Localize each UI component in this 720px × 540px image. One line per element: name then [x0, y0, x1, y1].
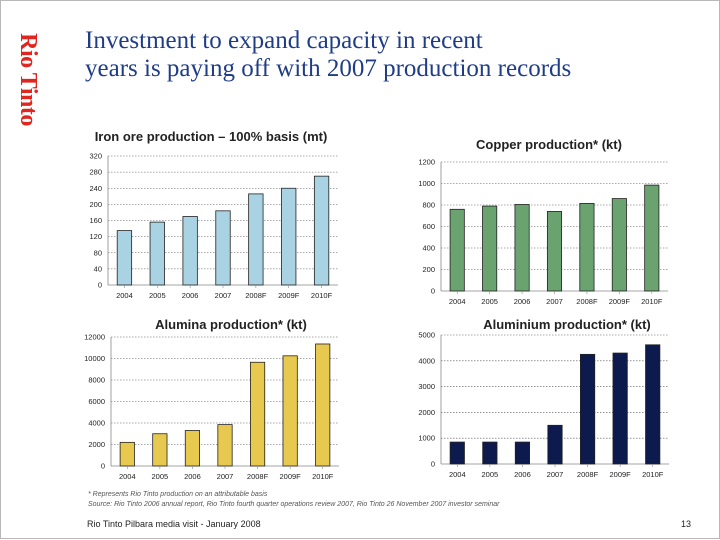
x-tick-label: 2010F [312, 472, 334, 481]
x-tick-label: 2004 [116, 291, 133, 300]
y-tick-label: 0 [101, 462, 105, 471]
x-tick-label: 2009F [278, 291, 300, 300]
x-tick-label: 2006 [184, 472, 201, 481]
x-tick-label: 2010F [641, 297, 663, 306]
chart-title: Aluminium production* (kt) [483, 317, 651, 332]
y-tick-label: 5000 [418, 331, 435, 340]
page-number: 13 [681, 519, 692, 529]
bar [482, 441, 498, 465]
y-tick-label: 320 [89, 152, 102, 161]
y-tick-label: 400 [422, 244, 435, 253]
title-line-2: years is paying off with 2007 production… [85, 55, 572, 82]
x-tick-label: 2005 [481, 297, 498, 306]
y-tick-label: 1000 [418, 434, 435, 443]
y-tick-label: 6000 [88, 397, 105, 406]
x-tick-label: 2006 [182, 291, 199, 300]
x-tick-label: 2005 [482, 470, 499, 479]
bar [547, 424, 563, 465]
y-tick-label: 3000 [418, 382, 435, 391]
x-tick-label: 2009F [610, 470, 632, 479]
x-tick-label: 2004 [119, 472, 136, 481]
y-tick-label: 800 [422, 201, 435, 210]
x-tick-label: 2010F [642, 470, 664, 479]
x-tick-label: 2008F [577, 470, 599, 479]
x-tick-label: 2005 [152, 472, 169, 481]
x-tick-label: 2010F [311, 291, 333, 300]
y-tick-label: 160 [89, 216, 102, 225]
x-tick-label: 2008F [576, 297, 598, 306]
y-tick-label: 0 [98, 281, 102, 290]
y-tick-label: 280 [89, 168, 102, 177]
chart-title: Iron ore production – 100% basis (mt) [95, 129, 328, 144]
y-tick-label: 0 [431, 460, 435, 469]
x-tick-label: 2008F [247, 472, 269, 481]
x-tick-label: 2004 [449, 470, 466, 479]
x-tick-label: 2009F [609, 297, 631, 306]
x-tick-label: 2009F [280, 472, 302, 481]
x-tick-label: 2006 [514, 470, 531, 479]
page-title: Investment to expand capacity in recent … [85, 27, 695, 83]
x-tick-label: 2007 [547, 470, 564, 479]
x-tick-label: 2007 [217, 472, 234, 481]
bar [449, 441, 465, 465]
y-tick-label: 0 [431, 287, 435, 296]
y-tick-label: 12000 [84, 333, 105, 342]
source-footnote: Source: Rio Tinto 2006 annual report, Ri… [88, 501, 500, 508]
y-tick-label: 2000 [88, 440, 105, 449]
bar [645, 344, 661, 465]
title-line-1: Investment to expand capacity in recent [85, 27, 483, 54]
bar [580, 353, 596, 465]
y-tick-label: 600 [422, 222, 435, 231]
x-tick-label: 2006 [514, 297, 531, 306]
y-tick-label: 1000 [418, 179, 435, 188]
x-tick-label: 2007 [215, 291, 232, 300]
bar [612, 352, 628, 465]
y-tick-label: 40 [94, 264, 102, 273]
y-tick-label: 200 [422, 265, 435, 274]
y-tick-label: 200 [89, 200, 102, 209]
attributable-footnote: * Represents Rio Tinto production on an … [88, 491, 268, 498]
x-tick-label: 2005 [149, 291, 166, 300]
x-tick-label: 2004 [449, 297, 466, 306]
y-tick-label: 8000 [88, 376, 105, 385]
y-tick-label: 10000 [84, 354, 105, 363]
y-tick-label: 4000 [88, 419, 105, 428]
y-tick-label: 120 [89, 232, 102, 241]
y-tick-label: 1200 [418, 158, 435, 167]
y-tick-label: 2000 [418, 408, 435, 417]
bar [514, 441, 530, 465]
y-tick-label: 240 [89, 184, 102, 193]
footer-event: Rio Tinto Pilbara media visit - January … [87, 519, 261, 529]
x-tick-label: 2007 [546, 297, 563, 306]
chart-title: Copper production* (kt) [476, 137, 622, 152]
x-tick-label: 2008F [245, 291, 267, 300]
y-tick-label: 80 [94, 248, 102, 257]
chart-title: Alumina production* (kt) [155, 317, 307, 332]
y-tick-label: 4000 [418, 356, 435, 365]
